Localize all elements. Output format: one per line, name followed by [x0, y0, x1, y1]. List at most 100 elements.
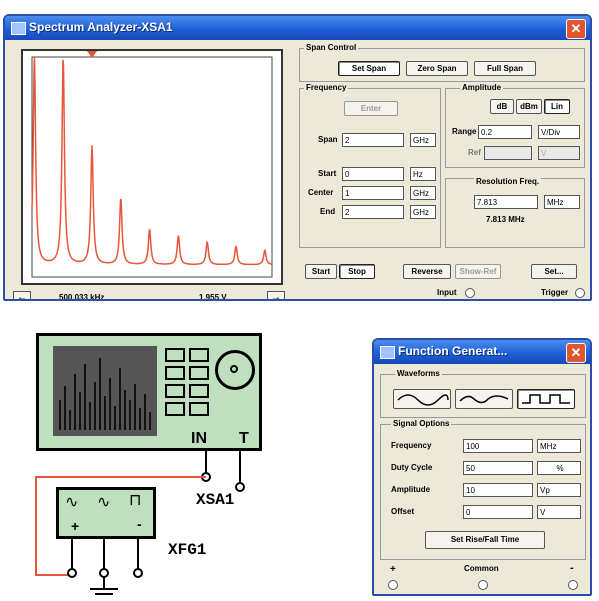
window-title: Spectrum Analyzer-XSA1	[29, 20, 173, 34]
mini-spectrum-bar	[89, 402, 91, 430]
span-label: Span	[318, 135, 338, 144]
full-span-button[interactable]: Full Span	[474, 61, 536, 76]
sine-wave-icon	[397, 394, 449, 406]
input-terminal-radio[interactable]	[465, 288, 475, 298]
end-freq-label: End	[320, 207, 336, 216]
common-terminal-radio[interactable]	[478, 580, 488, 590]
range-input[interactable]: 0.2	[478, 125, 532, 139]
plus-terminal-label: +	[71, 518, 80, 534]
arrow-right-icon: →	[271, 292, 281, 301]
mini-spectrum-bar	[74, 374, 76, 430]
minus-terminal-radio[interactable]	[568, 580, 578, 590]
triangle-wave-icon: ∿	[97, 494, 111, 511]
triangle-wave-icon	[459, 395, 509, 404]
reverse-button[interactable]: Reverse	[403, 264, 451, 279]
span-control-label: Span Control	[304, 43, 359, 52]
range-unit-select[interactable]: V/Div	[538, 125, 580, 139]
offset-unit-select[interactable]: V	[537, 505, 581, 519]
spectrum-analyzer-titlebar[interactable]: Spectrum Analyzer-XSA1 ✕	[5, 16, 590, 40]
end-freq-unit-select[interactable]: GHz	[410, 205, 436, 219]
readout-bar: ← 500.033 kHz 1.955 V →	[9, 291, 289, 301]
mini-spectrum-bar	[129, 400, 131, 430]
spectrum-bars-graphic	[59, 358, 151, 430]
mini-spectrum-bar	[104, 396, 106, 430]
mini-spectrum-bar	[149, 412, 151, 430]
minus-node	[133, 568, 143, 578]
enter-button[interactable]: Enter	[344, 101, 398, 116]
frequency-label: Frequency	[304, 83, 349, 92]
show-ref-button[interactable]: Show-Ref	[455, 264, 501, 279]
zero-span-button[interactable]: Zero Span	[406, 61, 468, 76]
waveforms-group: Waveforms	[380, 369, 586, 418]
in-terminal-label: IN	[191, 430, 207, 447]
resolution-input[interactable]: 7.813	[474, 195, 538, 209]
app-icon	[11, 22, 26, 35]
plus-terminal-radio[interactable]	[388, 580, 398, 590]
mini-spectrum-bar	[119, 368, 121, 430]
mini-spectrum-bar	[64, 386, 66, 430]
amplitude-input[interactable]: 10	[463, 483, 533, 497]
set-span-button[interactable]: Set Span	[338, 61, 400, 76]
offset-input[interactable]: 0	[463, 505, 533, 519]
mini-spectrum-bar	[139, 408, 141, 430]
square-wave-button[interactable]	[517, 389, 575, 409]
center-freq-input[interactable]: 1	[342, 186, 404, 200]
lin-button[interactable]: Lin	[544, 99, 570, 114]
close-button[interactable]: ✕	[566, 343, 586, 363]
center-freq-label: Center	[308, 188, 334, 197]
frequency-input[interactable]: 100	[463, 439, 533, 453]
end-freq-input[interactable]: 2	[342, 205, 404, 219]
frequency-unit-select[interactable]: MHz	[537, 439, 581, 453]
center-freq-unit-select[interactable]: GHz	[410, 186, 436, 200]
sine-wave-button[interactable]	[393, 389, 451, 409]
spectrum-plot	[31, 51, 273, 278]
mini-spectrum-bar	[114, 406, 116, 430]
function-generator-titlebar[interactable]: Function Generat... ✕	[374, 340, 590, 364]
set-button[interactable]: Set...	[531, 264, 577, 279]
frequency-label: Frequency	[391, 441, 432, 450]
stop-button[interactable]: Stop	[339, 264, 375, 279]
triangle-wave-button[interactable]	[455, 389, 513, 409]
start-freq-unit-select[interactable]: Hz	[410, 167, 436, 181]
span-input[interactable]: 2	[342, 133, 404, 147]
common-node	[99, 568, 109, 578]
function-generator-instrument[interactable]: ∿ ∿ ⊓ + -	[56, 487, 156, 539]
frequency-group: Frequency Enter Span 2 GHz Start 0 Hz Ce…	[299, 83, 441, 248]
trigger-terminal-radio[interactable]	[575, 288, 585, 298]
minus-terminal-label: -	[570, 562, 574, 574]
resolution-unit-select[interactable]: MHz	[544, 195, 580, 209]
instrument-screen	[53, 346, 157, 436]
mini-spectrum-bar	[69, 410, 71, 430]
cursor-right-button[interactable]: →	[267, 291, 285, 301]
waveforms-label: Waveforms	[395, 369, 442, 378]
start-button[interactable]: Start	[305, 264, 337, 279]
close-button[interactable]: ✕	[566, 19, 586, 39]
readout-amplitude: 1.955 V	[199, 293, 227, 301]
start-freq-input[interactable]: 0	[342, 167, 404, 181]
dbm-button[interactable]: dBm	[516, 99, 542, 114]
resolution-group: Resolution Freq. 7.813 MHz 7.813 MHz	[445, 177, 585, 248]
knob-icon	[215, 350, 255, 390]
duty-cycle-input[interactable]: 50	[463, 461, 533, 475]
plus-terminal-label: +	[390, 564, 396, 575]
function-generator-window: Function Generat... ✕ Waveforms Signal O…	[372, 338, 592, 596]
keypad-grid	[165, 348, 213, 424]
t-terminal-label: T	[239, 430, 249, 447]
spectrum-analyzer-instrument[interactable]: IN T	[36, 333, 262, 451]
mini-spectrum-bar	[134, 384, 136, 430]
app-icon	[380, 346, 395, 359]
common-terminal-label: Common	[464, 564, 499, 573]
trigger-label: Trigger	[541, 288, 569, 297]
square-wave-icon	[522, 394, 570, 404]
minus-terminal-label: -	[137, 516, 142, 532]
db-button[interactable]: dB	[490, 99, 514, 114]
amplitude-unit-select[interactable]: Vp	[537, 483, 581, 497]
range-label: Range	[452, 127, 477, 136]
ref-unit-select[interactable]: V	[538, 146, 580, 160]
cursor-left-button[interactable]: ←	[13, 291, 31, 299]
span-unit-select[interactable]: GHz	[410, 133, 436, 147]
schematic-area: IN T XSA1 ∿ ∿ ⊓ + - XFG1	[0, 305, 360, 601]
amplitude-label: Amplitude	[460, 83, 504, 92]
set-rise-fall-time-button[interactable]: Set Rise/Fall Time	[425, 531, 545, 549]
ref-input[interactable]	[484, 146, 532, 160]
